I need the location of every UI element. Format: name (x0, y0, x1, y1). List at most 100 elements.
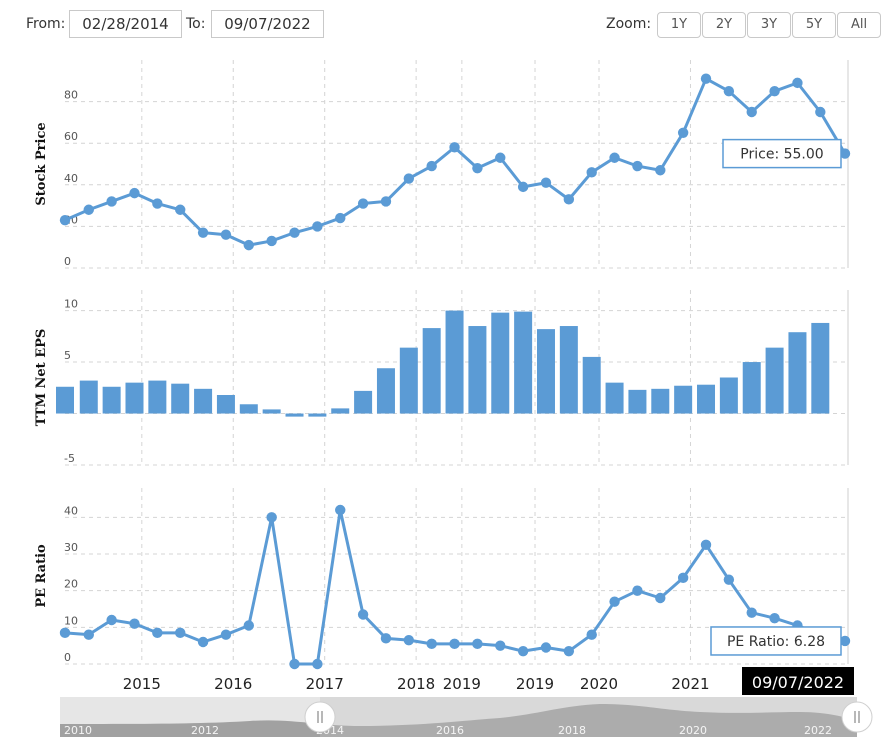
data-point (609, 152, 620, 163)
eps-bar (697, 384, 716, 414)
data-point (312, 658, 323, 670)
data-point (540, 642, 552, 653)
to-date-input[interactable]: 09/07/2022 (211, 10, 324, 38)
x-tick-label: 2021 (671, 675, 709, 693)
data-point (357, 609, 369, 620)
navigator-left-handle[interactable] (304, 701, 336, 733)
data-point (266, 512, 277, 523)
y-tick-label: 40 (64, 172, 78, 185)
y-tick-label: 5 (64, 349, 71, 362)
x-tick-label: 2020 (580, 675, 618, 693)
eps-bar (422, 328, 441, 414)
data-point (289, 658, 300, 670)
eps-bar (216, 395, 235, 414)
data-point (746, 106, 757, 118)
eps-bar (445, 310, 464, 414)
y-axis-label: Stock Price (34, 122, 49, 205)
eps-bar (354, 390, 373, 414)
data-point (197, 636, 209, 648)
data-point (380, 196, 392, 207)
data-point (586, 167, 597, 178)
data-point (152, 198, 163, 209)
navigator-year-label: 2016 (436, 724, 464, 737)
x-tick-label: 2019 (516, 675, 554, 693)
eps-bar (148, 380, 167, 414)
zoom-3y-button[interactable]: 3Y (747, 12, 791, 38)
data-point (700, 73, 712, 84)
data-point (495, 640, 506, 651)
eps-bar (628, 389, 647, 414)
y-tick-label: 30 (64, 541, 78, 554)
range-selector-bar: From: 02/28/2014 To: 09/07/2022 Zoom: 1Y… (0, 0, 884, 50)
data-point (746, 607, 757, 618)
x-tick-label: 2015 (123, 675, 161, 693)
data-point (632, 160, 643, 172)
data-point (609, 596, 620, 607)
data-point (83, 204, 94, 215)
navigator: 2010 2012 2014 2016 2018 2020 2022 (60, 697, 873, 737)
data-point (266, 235, 277, 247)
eps-bar (262, 409, 281, 414)
data-point (677, 127, 689, 138)
to-label: To: (186, 16, 206, 32)
x-tick-label: 2016 (214, 675, 252, 693)
data-point (449, 142, 460, 153)
eps-bar (811, 322, 830, 414)
data-point (839, 635, 851, 647)
data-point (769, 86, 780, 97)
eps-bar (79, 380, 98, 414)
navigator-selection (320, 697, 857, 737)
eps-bar (765, 347, 784, 414)
data-point (540, 177, 552, 188)
data-point (220, 229, 232, 240)
y-tick-label: 60 (64, 130, 78, 143)
data-point (632, 585, 643, 596)
y-tick-label: 10 (64, 614, 78, 627)
data-point (472, 638, 483, 650)
crosshair-date-label: 09/07/2022 (742, 667, 854, 695)
tooltip-text: Price: 55.00 (740, 147, 823, 163)
from-date-input[interactable]: 02/28/2014 (69, 10, 182, 38)
data-point (220, 629, 232, 640)
x-tick-label: 2017 (306, 675, 344, 693)
data-point (563, 194, 575, 205)
crosshair-date-box (742, 667, 854, 695)
eps-bar (399, 347, 418, 414)
data-point (83, 629, 94, 640)
data-point (289, 227, 300, 238)
navigator-year-label: 2022 (804, 724, 832, 737)
eps-bar (285, 413, 304, 417)
data-point (563, 645, 575, 657)
eps-bar (491, 312, 510, 414)
eps-bar (582, 356, 601, 414)
eps-bar (742, 362, 761, 414)
navigator-right-handle[interactable] (841, 701, 873, 733)
eps-bar (651, 388, 670, 414)
data-point (792, 77, 803, 89)
x-tick-label: 2019 (443, 675, 481, 693)
y-tick-label: 10 (64, 298, 78, 311)
eps-bar (125, 382, 144, 414)
crosshair-date-text: 09/07/2022 (752, 673, 844, 692)
eps-bar (559, 326, 578, 414)
data-point (59, 627, 71, 639)
zoom-5y-button[interactable]: 5Y (792, 12, 836, 38)
data-point (152, 627, 163, 639)
data-point (312, 221, 323, 232)
zoom-all-button[interactable]: All (837, 12, 881, 38)
eps-bar (536, 329, 555, 414)
eps-bar (308, 413, 327, 417)
zoom-2y-button[interactable]: 2Y (702, 12, 746, 38)
data-point (335, 212, 346, 224)
navigator-area (60, 704, 857, 737)
eps-bar (605, 382, 624, 414)
zoom-1y-button[interactable]: 1Y (657, 12, 701, 38)
x-tick-label: 2018 (397, 675, 435, 693)
zoom-label: Zoom: (606, 16, 652, 32)
data-point (403, 634, 415, 646)
data-point (655, 592, 666, 604)
eps-bar (331, 408, 350, 414)
y-tick-label: 40 (64, 504, 78, 517)
data-point (495, 152, 506, 163)
